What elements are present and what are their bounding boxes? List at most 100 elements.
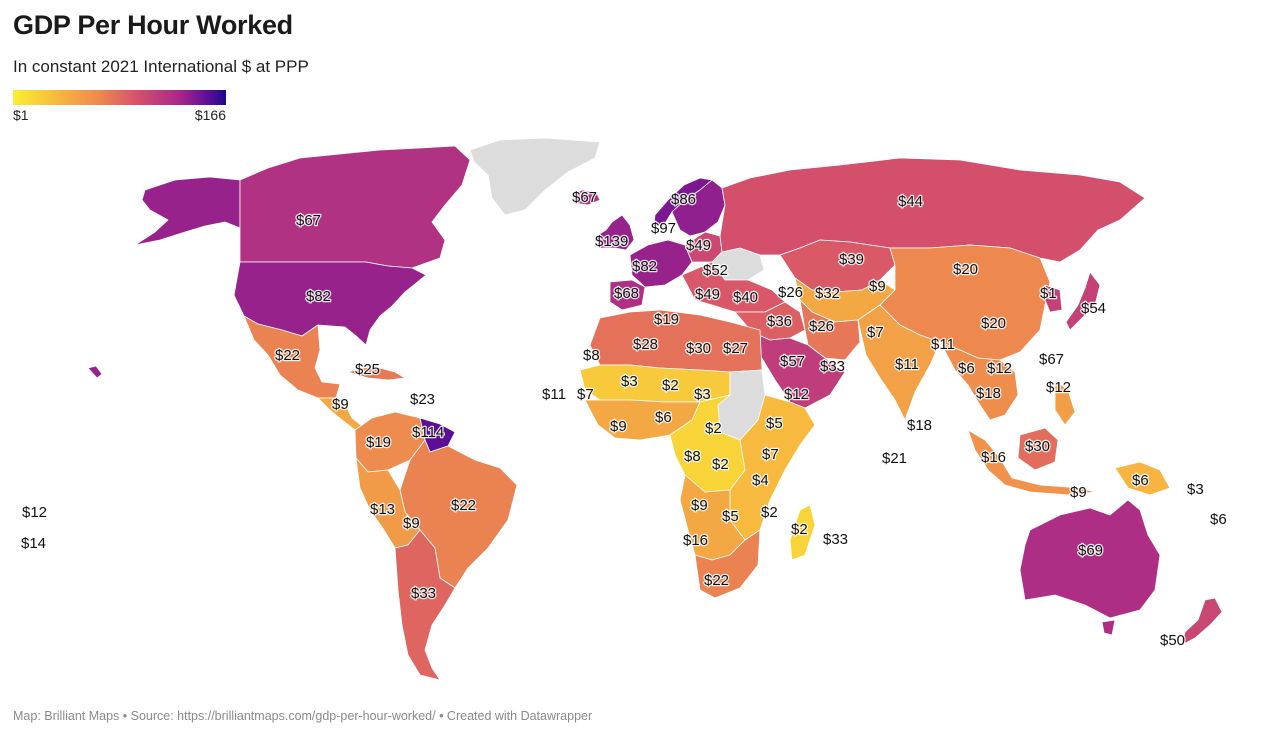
label-borneo: $30 [1025,438,1050,455]
label-iran: $26 [809,318,834,335]
label-tunisia: $19 [654,311,679,328]
map-subtitle: In constant 2021 International $ at PPP [13,57,309,76]
label-sweden: $86 [671,191,696,208]
label-malaysia: $16 [981,449,1006,466]
label-norway: $97 [651,220,676,237]
label-western-sahara: $8 [583,347,600,364]
region-southern-africa[interactable] [694,529,761,599]
label-kenya: $7 [762,446,779,463]
label-sri-lanka: $18 [907,417,932,434]
label-oman: $33 [820,358,845,375]
label-cuba: $25 [355,361,380,378]
label-pacific-2: $14 [21,535,46,552]
region-india[interactable] [857,304,941,421]
label-ethiopia: $5 [766,415,783,432]
label-iceland: $67 [572,189,597,206]
label-madagascar: $2 [791,521,808,538]
label-kazakhstan: $39 [839,251,864,268]
region-iberia[interactable] [609,279,646,311]
region-iceland[interactable] [571,189,601,206]
label-guyana: $114 [412,424,444,441]
label-laos: $12 [987,360,1012,377]
region-greenland[interactable] [469,137,601,216]
region-mexico[interactable] [243,315,341,399]
label-myanmar: $6 [958,360,975,377]
region-argentina[interactable] [394,529,456,681]
world-map: $67 $82 $22 $25 $9 $23 $114 $19 $13 $9 $… [20,137,1228,681]
region-iran[interactable] [799,299,861,361]
label-china: $20 [981,315,1006,332]
label-ukraine: $52 [703,262,728,279]
label-north-korea: $1 [1040,285,1057,302]
label-angola: $9 [691,497,708,514]
label-nigeria: $6 [655,409,672,426]
label-spain: $68 [614,285,639,302]
label-egypt: $27 [723,340,748,357]
label-chad: $3 [694,386,711,403]
region-caribbean[interactable] [347,365,406,381]
region-new-zealand[interactable] [1181,597,1223,646]
label-mongolia: $20 [953,261,978,278]
label-zambia: $5 [722,508,739,525]
region-canada[interactable] [239,145,471,269]
label-mali: $3 [621,373,638,390]
label-drc: $2 [712,456,729,473]
label-solomon: $3 [1187,481,1204,498]
label-pakistan: $7 [867,324,884,341]
label-tanzania: $4 [752,472,769,489]
label-japan: $54 [1081,300,1106,317]
label-usa: $82 [306,288,331,305]
label-new-zealand: $50 [1160,632,1185,649]
region-east-africa[interactable] [729,394,816,541]
label-brazil: $22 [451,497,476,514]
region-russia[interactable] [719,157,1146,263]
region-western-europe[interactable] [629,239,693,288]
label-taiwan: $67 [1039,351,1064,368]
label-peru: $13 [370,501,395,518]
region-tasmania[interactable] [1101,619,1116,636]
label-yemen: $12 [784,386,809,403]
region-alaska[interactable] [134,176,241,246]
label-new-guinea: $6 [1132,472,1149,489]
legend-min-label: $1 [13,107,29,123]
region-japan[interactable] [1065,271,1101,331]
label-kyrgyzstan: $9 [869,278,886,295]
region-hawaii[interactable] [87,365,103,379]
label-cambodia: $18 [976,385,1001,402]
label-saudi-arabia: $57 [780,353,805,370]
label-libya: $30 [686,340,711,357]
label-maldives: $21 [882,450,907,467]
region-arabia[interactable] [751,331,846,409]
label-senegal: $7 [577,386,594,403]
region-korea[interactable] [1044,284,1063,313]
label-pacific-1: $12 [22,504,47,521]
region-madagascar[interactable] [789,504,816,561]
label-australia: $69 [1078,542,1103,559]
region-southeast-asia[interactable] [939,341,1019,421]
region-australia[interactable] [1019,499,1161,619]
label-turkmenistan: $32 [815,285,840,302]
label-canada: $67 [296,212,321,229]
label-mozambique: $2 [761,504,778,521]
label-botswana: $16 [683,532,708,549]
label-trinidad: $23 [410,391,435,408]
label-russia: $44 [898,193,923,210]
source-credit: Map: Brilliant Maps • Source: https://br… [13,709,593,723]
region-indonesia[interactable] [967,429,1096,496]
region-uk-ireland[interactable] [595,214,635,251]
label-car: $2 [705,420,722,437]
label-indonesia: $9 [1070,484,1087,501]
region-new-guinea[interactable] [1114,461,1171,496]
legend-labels: $1 $166 [13,107,226,123]
label-argentina: $33 [411,585,436,602]
color-legend: $1 $166 [13,90,226,123]
region-philippines[interactable] [1054,379,1076,426]
label-bolivia: $9 [403,515,420,532]
label-niger: $2 [662,377,679,394]
label-algeria: $28 [633,336,658,353]
label-colombia: $19 [366,434,391,451]
label-mexico: $22 [275,347,300,364]
region-borneo[interactable] [1017,427,1059,471]
label-ghana: $9 [610,418,627,435]
label-ireland: $139 [595,233,628,250]
